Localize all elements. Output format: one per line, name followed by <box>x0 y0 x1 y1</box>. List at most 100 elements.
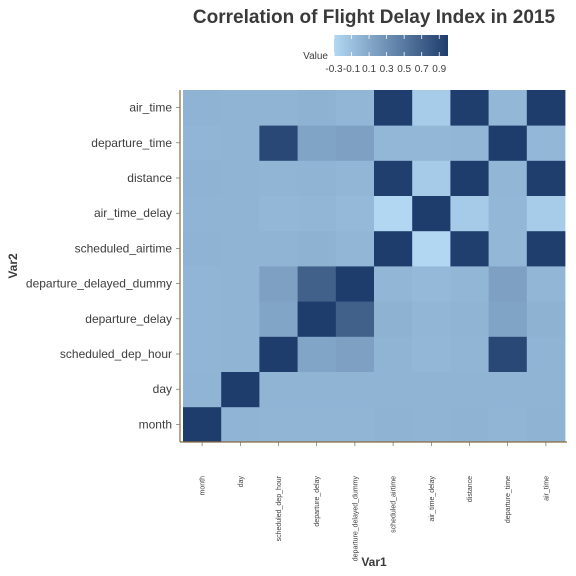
y-tick-label: distance <box>127 171 172 185</box>
heatmap-cell-departure_delay-scheduled_airtime <box>297 230 337 267</box>
heatmap-cell-departure_time-scheduled_airtime <box>488 230 528 267</box>
heatmap-cell-month-air_time_delay <box>183 195 222 232</box>
legend-title: Value <box>303 51 328 62</box>
y-tick-label: departure_time <box>91 136 172 150</box>
x-tick-label: distance <box>467 476 474 502</box>
heatmap-cell-air_time-departure_delay <box>526 301 566 337</box>
x-tick-label: scheduled_airtime <box>391 476 398 533</box>
legend-color-bar <box>334 35 448 56</box>
x-tick-label: month <box>200 476 207 496</box>
x-tick-label: departure_time <box>505 476 512 523</box>
legend-tick-label: 0.1 <box>362 64 376 75</box>
heatmap-cell-month-departure_delayed_dummy <box>183 266 222 302</box>
heatmap-cell-month-day <box>183 371 222 408</box>
heatmap-cell-air_time_delay-month <box>412 406 451 443</box>
heatmap-cell-day-scheduled_airtime <box>221 230 260 267</box>
heatmap-cell-departure_delayed_dummy-distance <box>335 160 375 196</box>
heatmap-cell-day-scheduled_dep_hour <box>221 336 260 372</box>
heatmap-cell-departure_delay-month <box>297 406 337 443</box>
heatmap-cell-month-scheduled_dep_hour <box>183 336 222 372</box>
x-axis-title: Var1 <box>361 555 387 569</box>
heatmap-cell-departure_delayed_dummy-scheduled_dep_hour <box>335 336 375 372</box>
heatmap-cell-air_time_delay-air_time <box>412 90 451 126</box>
heatmap-cell-scheduled_dep_hour-air_time_delay <box>259 195 298 232</box>
heatmap-cell-air_time-scheduled_airtime <box>526 230 566 267</box>
heatmap-cell-month-scheduled_airtime <box>183 230 222 267</box>
heatmap-cell-day-air_time <box>221 90 260 126</box>
heatmap-cell-month-air_time <box>183 90 222 126</box>
heatmap-cell-air_time_delay-departure_delay <box>412 301 451 337</box>
heatmap-cell-departure_delayed_dummy-departure_delayed_dummy <box>335 266 375 302</box>
heatmap-cell-day-air_time_delay <box>221 195 260 232</box>
heatmap-cell-distance-air_time <box>450 90 489 126</box>
heatmap-cell-air_time_delay-departure_time <box>412 125 451 161</box>
x-tick-label: day <box>238 476 245 488</box>
heatmap-cell-departure_time-departure_time <box>488 125 528 161</box>
heatmap-cell-departure_delay-departure_delayed_dummy <box>297 266 337 302</box>
heatmap-cell-day-departure_delayed_dummy <box>221 266 260 302</box>
heatmap-cell-departure_delay-scheduled_dep_hour <box>297 336 337 372</box>
heatmap-cell-distance-scheduled_airtime <box>450 230 489 267</box>
heatmap-cell-departure_delayed_dummy-air_time <box>335 90 375 126</box>
heatmap-cell-scheduled_dep_hour-distance <box>259 160 298 196</box>
heatmap-cell-scheduled_airtime-departure_time <box>374 125 413 161</box>
heatmap-cell-month-month <box>183 406 222 443</box>
heatmap-cell-air_time-month <box>526 406 566 443</box>
heatmap-cell-air_time-departure_time <box>526 125 566 161</box>
chart-title: Correlation of Flight Delay Index in 201… <box>193 7 556 28</box>
y-tick-label: departure_delayed_dummy <box>26 277 172 291</box>
heatmap-cell-departure_time-air_time_delay <box>488 195 528 232</box>
heatmap-cell-air_time_delay-scheduled_dep_hour <box>412 336 451 372</box>
heatmap-cell-air_time-air_time <box>526 90 566 126</box>
heatmap-cell-departure_time-month <box>488 406 528 443</box>
heatmap-cell-scheduled_airtime-day <box>374 371 413 408</box>
heatmap-cell-distance-departure_time <box>450 125 489 161</box>
heatmap-cell-air_time-scheduled_dep_hour <box>526 336 566 372</box>
heatmap-cell-air_time_delay-air_time_delay <box>412 195 451 232</box>
legend-tick-label: -0.3 <box>325 64 343 75</box>
heatmap-cell-air_time_delay-scheduled_airtime <box>412 230 451 267</box>
heatmap-cell-distance-departure_delayed_dummy <box>450 266 489 302</box>
legend-tick-label: 0.3 <box>380 64 394 75</box>
heatmap-cell-scheduled_airtime-scheduled_airtime <box>374 230 413 267</box>
heatmap-cell-departure_time-air_time <box>488 90 528 126</box>
heatmap-cell-scheduled_dep_hour-month <box>259 406 298 443</box>
heatmap-cell-departure_delay-distance <box>297 160 337 196</box>
heatmap-cell-departure_delay-air_time <box>297 90 337 126</box>
heatmap-cell-scheduled_dep_hour-departure_delay <box>259 301 298 337</box>
y-tick-label: month <box>139 417 172 431</box>
heatmap-cell-distance-day <box>450 371 489 408</box>
heatmap-cell-distance-distance <box>450 160 489 196</box>
heatmap-cell-departure_time-distance <box>488 160 528 196</box>
heatmap-cell-departure_delay-departure_delay <box>297 301 337 337</box>
heatmap-cell-departure_time-scheduled_dep_hour <box>488 336 528 372</box>
y-tick-label: day <box>153 382 172 396</box>
heatmap-cell-departure_delayed_dummy-day <box>335 371 375 408</box>
x-tick-label: air_time_delay <box>429 476 436 522</box>
heatmap-cell-air_time_delay-day <box>412 371 451 408</box>
heatmap-cell-departure_delayed_dummy-month <box>335 406 375 443</box>
heatmap-cell-day-departure_delay <box>221 301 260 337</box>
heatmap-cell-departure_time-day <box>488 371 528 408</box>
y-tick-label: scheduled_airtime <box>75 241 173 255</box>
heatmap-cell-day-month <box>221 406 260 443</box>
heatmap-cell-day-day <box>221 371 260 408</box>
heatmap-cell-air_time-air_time_delay <box>526 195 566 232</box>
heatmap-cell-day-distance <box>221 160 260 196</box>
x-tick-label: air_time <box>543 476 550 501</box>
heatmap-cell-departure_delay-departure_time <box>297 125 337 161</box>
heatmap-cell-departure_delay-air_time_delay <box>297 195 337 232</box>
heatmap-cell-air_time_delay-departure_delayed_dummy <box>412 266 451 302</box>
heatmap-cell-departure_delayed_dummy-departure_delay <box>335 301 375 337</box>
heatmap-cell-scheduled_airtime-air_time_delay <box>374 195 413 232</box>
heatmap-cell-distance-month <box>450 406 489 443</box>
heatmap-cell-departure_delayed_dummy-departure_time <box>335 125 375 161</box>
heatmap-cell-scheduled_dep_hour-scheduled_airtime <box>259 230 298 267</box>
heatmap-cell-distance-scheduled_dep_hour <box>450 336 489 372</box>
heatmap-cell-scheduled_dep_hour-scheduled_dep_hour <box>259 336 298 372</box>
x-tick-label: scheduled_dep_hour <box>276 475 283 541</box>
heatmap-cell-scheduled_airtime-month <box>374 406 413 443</box>
heatmap-cell-departure_time-departure_delayed_dummy <box>488 266 528 302</box>
heatmap-cell-month-distance <box>183 160 222 196</box>
